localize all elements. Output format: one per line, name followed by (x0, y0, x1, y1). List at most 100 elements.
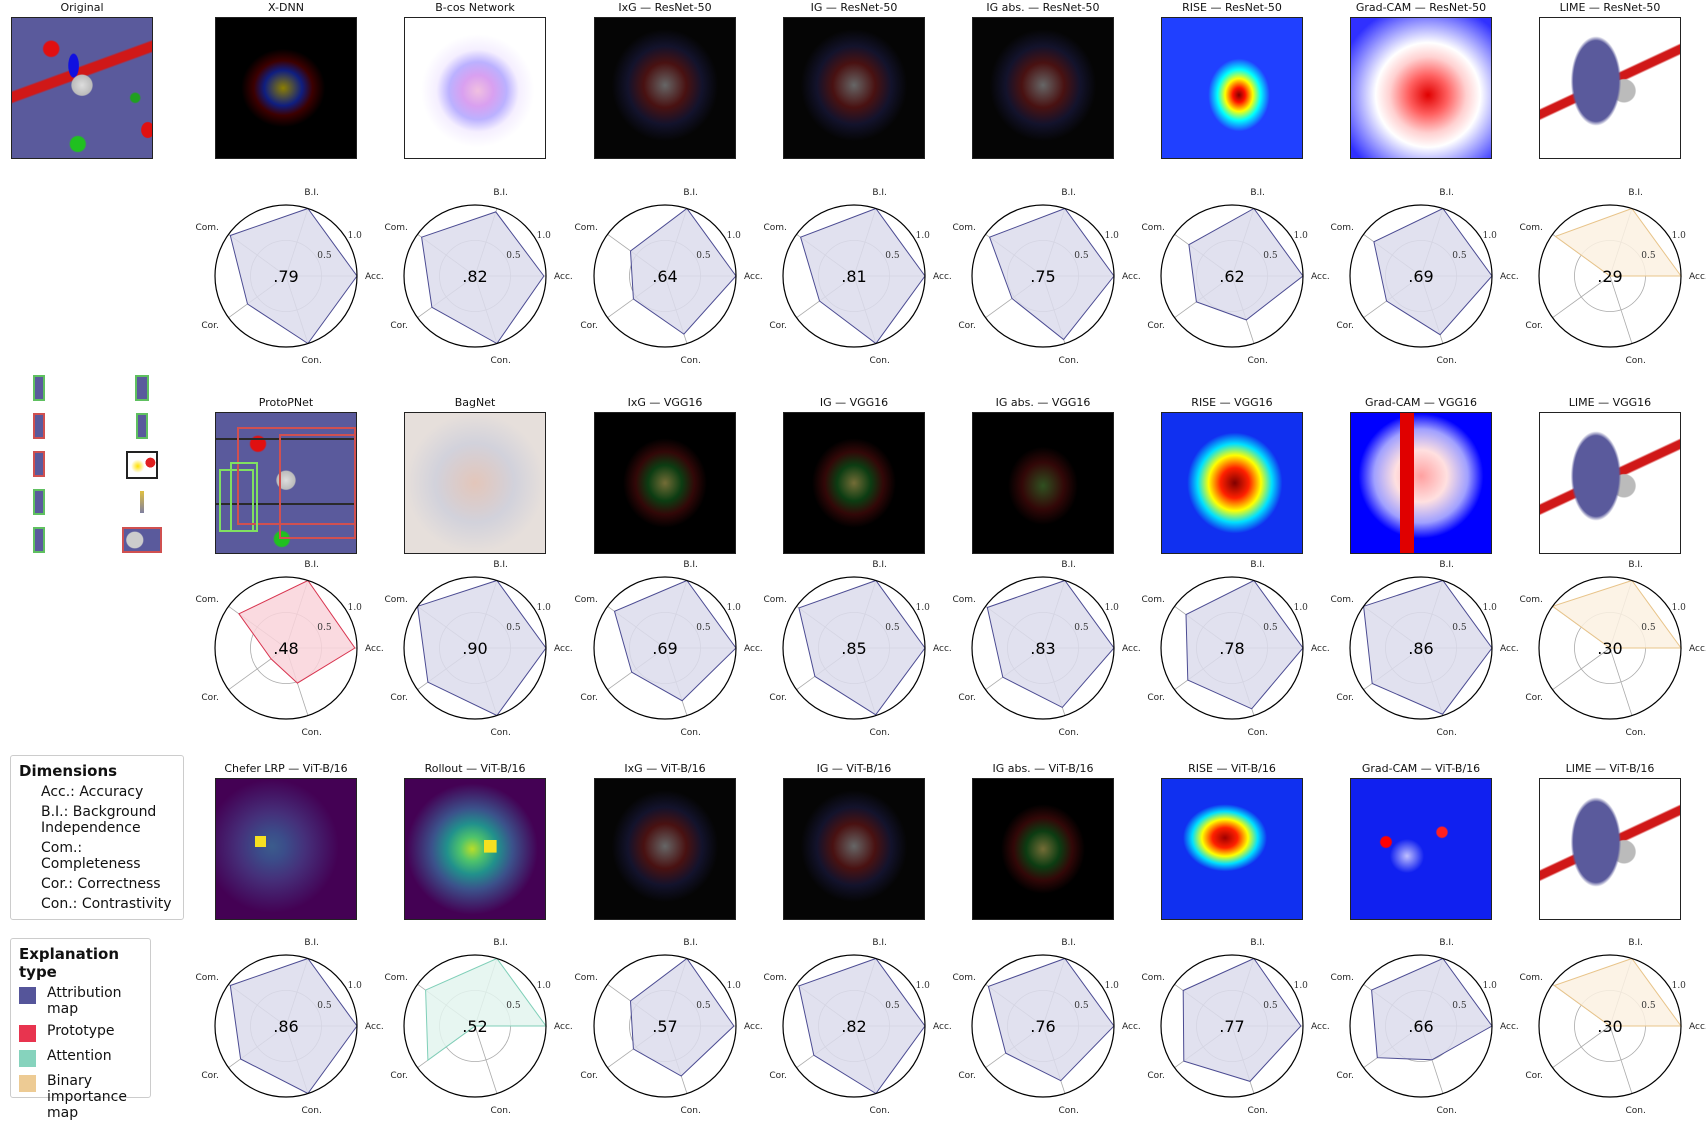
radar-axis-label: B.I. (1628, 188, 1643, 198)
panel-title: LIME — ResNet-50 (1510, 1, 1706, 14)
explanation-type-legend-title: Explanation type (19, 945, 142, 981)
radar-axis-label: Com. (1519, 223, 1542, 233)
radar-axis-label: Cor. (1147, 693, 1165, 703)
radar-tick-label: 0.5 (885, 623, 900, 633)
radar-svg: Acc.B.I.Com.Cor.Con.0.51.0.64 (565, 186, 765, 366)
radar-axis-label: Cor. (1525, 321, 1543, 331)
radar-axis-label: Con. (1625, 356, 1645, 366)
prototype-patch (135, 375, 149, 401)
radar-axis-label: B.I. (304, 560, 319, 570)
radar-tick-label: 0.5 (317, 251, 332, 261)
radar-axis-label: Con. (301, 728, 321, 738)
radar-score-label: .81 (841, 267, 866, 286)
legend-type-label: Prototype (47, 1023, 115, 1039)
radar-score-label: .85 (841, 639, 866, 658)
radar-axis-label: B.I. (872, 188, 887, 198)
explanation-image (1539, 412, 1681, 554)
radar-axis-label: Con. (1436, 356, 1456, 366)
prototype-patch (136, 413, 148, 439)
radar-axis-label: Cor. (580, 693, 598, 703)
radar-tick-label: 1.0 (348, 231, 363, 241)
explanation-image (594, 412, 736, 554)
radar-svg: Acc.B.I.Com.Cor.Con.0.51.0.82 (375, 186, 575, 366)
radar-axis-label: Cor. (1336, 1071, 1354, 1081)
radar-tick-label: 1.0 (348, 603, 363, 613)
radar-tick-label: 1.0 (916, 231, 931, 241)
radar-axis-label: Com. (384, 223, 407, 233)
panel-title: IxG — ResNet-50 (565, 1, 765, 14)
radar-axis-label: Com. (1330, 973, 1353, 983)
radar-axis-label: Cor. (390, 1071, 408, 1081)
legend-type-attention: Attention (19, 1048, 142, 1067)
explanation-image (215, 412, 357, 554)
panel-title: LIME — VGG16 (1510, 396, 1706, 409)
radar-axis-label: Com. (384, 595, 407, 605)
panel-title: Grad-CAM — ResNet-50 (1321, 1, 1521, 14)
panel-title: IG abs. — VGG16 (943, 396, 1143, 409)
radar-tick-label: 0.5 (885, 251, 900, 261)
radar-svg: Acc.B.I.Com.Cor.Con.0.51.0.75 (943, 186, 1143, 366)
radar-tick-label: 0.5 (696, 623, 711, 633)
radar-svg: Acc.B.I.Com.Cor.Con.0.51.0.77 (1132, 936, 1332, 1116)
radar-polygon (631, 959, 734, 1077)
radar-axis-label: B.I. (1061, 560, 1076, 570)
radar-score-label: .66 (1408, 1017, 1433, 1036)
radar-spoke (1610, 1026, 1632, 1094)
radar-axis-label: Con. (869, 728, 889, 738)
radar-svg: Acc.B.I.Com.Cor.Con.0.51.0.85 (754, 558, 954, 738)
explanation-image (215, 17, 357, 159)
explanation-image (1161, 778, 1303, 920)
explanation-image (783, 412, 925, 554)
explanation-image (1539, 778, 1681, 920)
radar-tick-label: 0.5 (317, 623, 332, 633)
radar-tick-label: 1.0 (537, 981, 552, 991)
panel-title: IG — ResNet-50 (754, 1, 954, 14)
explanation-image (1350, 412, 1492, 554)
panel-title: Grad-CAM — ViT-B/16 (1321, 762, 1521, 775)
radar-axis-label: B.I. (872, 560, 887, 570)
radar-tick-label: 0.5 (1641, 623, 1656, 633)
radar-polygon (1555, 209, 1681, 277)
panel-title: IxG — VGG16 (565, 396, 765, 409)
radar-axis-label: B.I. (683, 938, 698, 948)
radar-axis-label: B.I. (1628, 560, 1643, 570)
radar-score-label: .29 (1597, 267, 1622, 286)
radar-tick-label: 1.0 (1294, 603, 1309, 613)
radar-axis-label: B.I. (872, 938, 887, 948)
panel-title: B-cos Network (375, 1, 575, 14)
prototype-patch (33, 489, 45, 515)
prototype-patch (122, 527, 162, 553)
radar-axis-label: Cor. (1336, 321, 1354, 331)
radar-tick-label: 0.5 (1263, 623, 1278, 633)
radar-axis-label: Acc. (1689, 272, 1706, 282)
swatch-binary (19, 1075, 36, 1092)
legend-type-binary: Binary importance map (19, 1073, 142, 1121)
radar-score-label: .30 (1597, 639, 1622, 658)
radar-axis-label: B.I. (304, 938, 319, 948)
swatch-attribution (19, 987, 36, 1004)
explanation-image (1350, 17, 1492, 159)
radar-polygon (1554, 959, 1681, 1027)
explanation-image (594, 778, 736, 920)
radar-score-label: .79 (273, 267, 298, 286)
explanation-type-legend: Explanation type Attribution map Prototy… (10, 938, 151, 1098)
panel-title: X-DNN (186, 1, 386, 14)
panel-title: ProtoPNet (186, 396, 386, 409)
radar-axis-label: Com. (952, 595, 975, 605)
radar-axis-label: Cor. (958, 321, 976, 331)
radar-tick-label: 1.0 (727, 603, 742, 613)
radar-score-label: .86 (273, 1017, 298, 1036)
radar-axis-label: Cor. (1147, 1071, 1165, 1081)
radar-axis-label: Cor. (1525, 1071, 1543, 1081)
radar-tick-label: 0.5 (1074, 1001, 1089, 1011)
radar-tick-label: 0.5 (1452, 1001, 1467, 1011)
radar-axis-label: Cor. (769, 321, 787, 331)
radar-axis-label: Cor. (1525, 693, 1543, 703)
radar-axis-label: Cor. (390, 693, 408, 703)
